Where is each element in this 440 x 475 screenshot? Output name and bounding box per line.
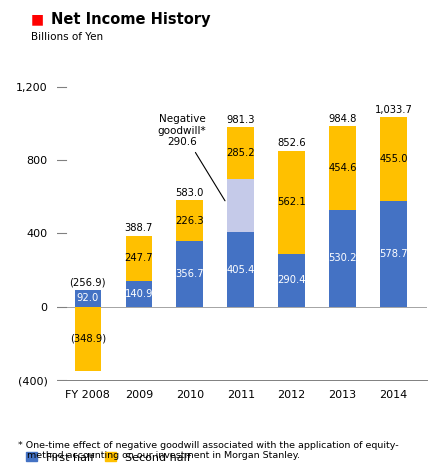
Bar <box>125 236 152 281</box>
Text: 405.4: 405.4 <box>227 265 255 275</box>
Text: (256.9): (256.9) <box>70 278 106 288</box>
Text: 92.0: 92.0 <box>77 293 99 303</box>
Text: ■: ■ <box>31 12 44 26</box>
Text: 981.3: 981.3 <box>227 115 255 125</box>
Bar <box>381 201 407 307</box>
Text: 530.2: 530.2 <box>328 253 357 263</box>
Bar <box>381 117 407 201</box>
Text: 454.6: 454.6 <box>328 163 357 173</box>
Text: Billions of Yen: Billions of Yen <box>31 32 103 42</box>
Bar <box>227 127 254 179</box>
Bar <box>176 200 203 241</box>
Text: 562.1: 562.1 <box>277 197 306 207</box>
Text: Net Income History: Net Income History <box>51 12 210 27</box>
Text: 984.8: 984.8 <box>329 114 357 124</box>
Text: 852.6: 852.6 <box>277 138 306 148</box>
Text: Negative
goodwill*
290.6: Negative goodwill* 290.6 <box>158 114 225 201</box>
Text: 583.0: 583.0 <box>176 188 204 198</box>
Bar <box>330 209 356 307</box>
Text: 290.4: 290.4 <box>278 275 306 285</box>
Text: 140.9: 140.9 <box>125 289 153 299</box>
Bar <box>330 126 356 209</box>
Bar <box>279 254 305 307</box>
Text: 455.0: 455.0 <box>379 154 408 164</box>
Bar <box>279 151 305 254</box>
Bar <box>125 281 152 307</box>
Text: 388.7: 388.7 <box>125 223 153 233</box>
Text: 578.7: 578.7 <box>379 249 408 259</box>
Bar <box>74 290 101 307</box>
Bar <box>227 179 254 232</box>
Bar <box>227 232 254 307</box>
Text: (348.9): (348.9) <box>70 333 106 344</box>
Text: 247.7: 247.7 <box>125 253 153 263</box>
Text: 356.7: 356.7 <box>176 269 204 279</box>
Text: * One-time effect of negative goodwill associated with the application of equity: * One-time effect of negative goodwill a… <box>18 441 398 460</box>
Text: 226.3: 226.3 <box>176 216 204 226</box>
Bar <box>74 307 101 370</box>
Text: 285.2: 285.2 <box>227 148 255 158</box>
Bar <box>176 241 203 307</box>
Text: 1,033.7: 1,033.7 <box>375 105 413 115</box>
Legend: First half, Second half: First half, Second half <box>26 452 191 463</box>
